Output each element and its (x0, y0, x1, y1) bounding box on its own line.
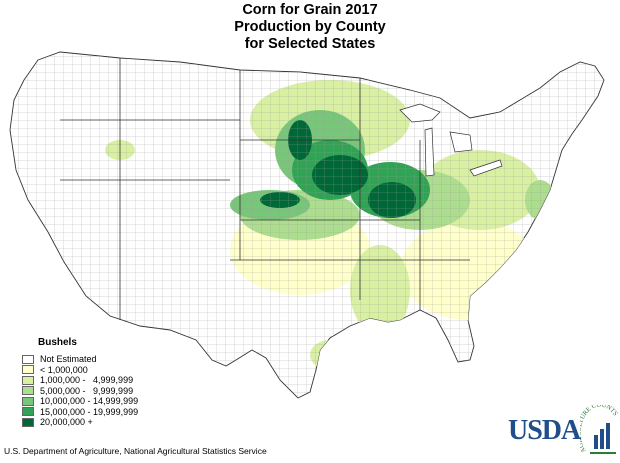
legend-swatch (22, 376, 34, 385)
map-title: Corn for Grain 2017 Production by County… (0, 2, 620, 53)
legend-item: Not Estimated (22, 354, 138, 365)
legend-label: 20,000,000 + (40, 417, 93, 427)
legend-swatch (22, 355, 34, 364)
legend-swatch (22, 397, 34, 406)
legend-label: Not Estimated (40, 354, 97, 364)
legend-label: 15,000,000 - 19,999,999 (40, 407, 138, 417)
legend-swatch (22, 418, 34, 427)
legend-item: 15,000,000 - 19,999,999 (22, 407, 138, 418)
legend-swatch (22, 407, 34, 416)
legend: Bushels Not Estimated < 1,000,000 1,000,00… (22, 337, 138, 428)
footer-credit: U.S. Department of Agriculture, National… (4, 446, 267, 456)
legend-item: 5,000,000 - 9,999,999 (22, 386, 138, 397)
legend-swatch (22, 386, 34, 395)
legend-label: 10,000,000 - 14,999,999 (40, 396, 138, 406)
legend-item: 1,000,000 - 4,999,999 (22, 375, 138, 386)
legend-item: < 1,000,000 (22, 365, 138, 376)
legend-title: Bushels (38, 337, 138, 348)
legend-item: 20,000,000 + (22, 417, 138, 428)
title-line-2: Production by County (0, 19, 620, 36)
legend-label: 5,000,000 - 9,999,999 (40, 386, 133, 396)
legend-item: 10,000,000 - 14,999,999 (22, 396, 138, 407)
agriculture-counts-text: AGRICULTURE COUNTS (580, 405, 619, 454)
agriculture-counts-emblem: AGRICULTURE COUNTS (580, 405, 620, 459)
lake-michigan (425, 128, 434, 176)
legend-label: < 1,000,000 (40, 365, 88, 375)
title-line-3: for Selected States (0, 36, 620, 53)
legend-swatch (22, 365, 34, 374)
legend-label: 1,000,000 - 4,999,999 (40, 375, 133, 385)
usda-wordmark: USDA (508, 415, 580, 447)
title-line-1: Corn for Grain 2017 (0, 2, 620, 19)
usda-logo: USDA AGRICULTURE COUNTS (508, 405, 618, 460)
